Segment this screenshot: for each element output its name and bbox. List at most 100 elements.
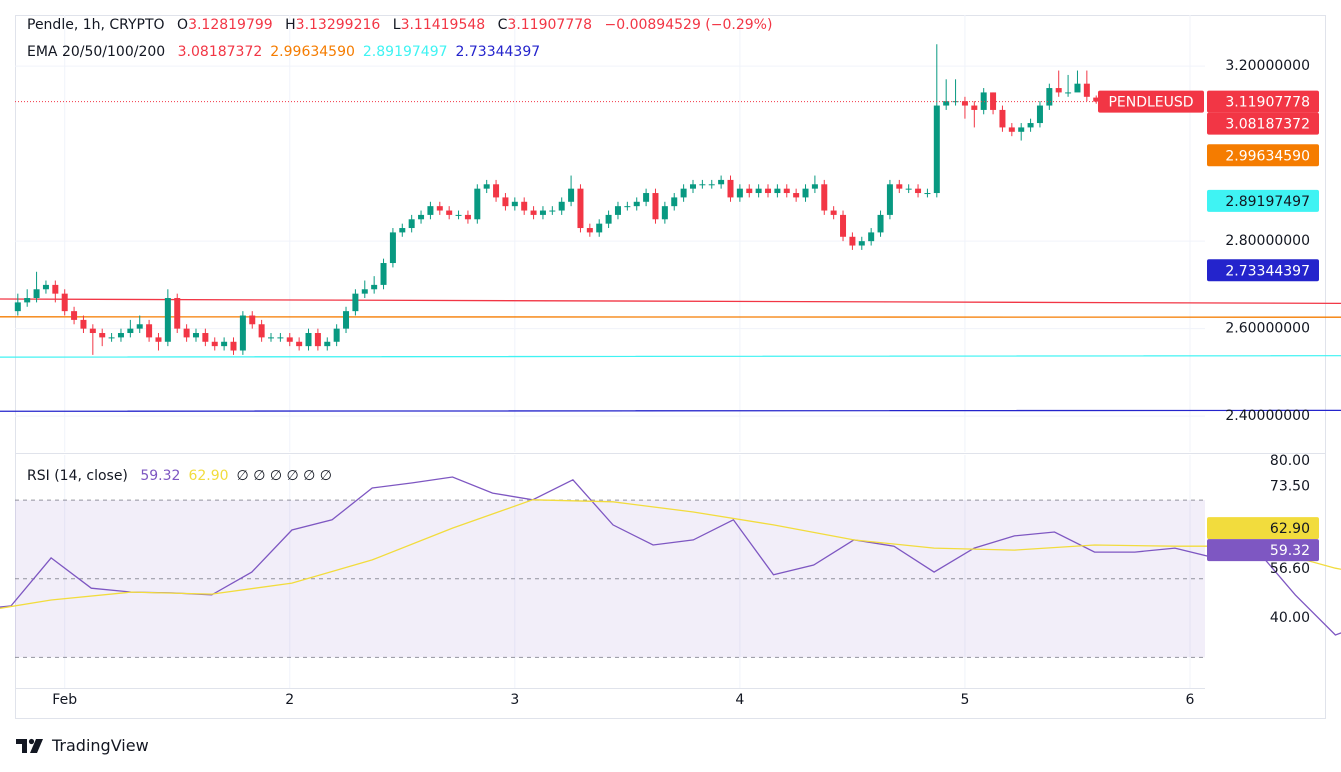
candle-body <box>755 188 762 194</box>
candle-body <box>371 284 378 290</box>
candle-body <box>455 214 462 216</box>
candle-body <box>952 101 959 103</box>
candle-body <box>511 201 518 207</box>
ohlc-value: 3.12819799 <box>188 17 273 33</box>
candle-body <box>89 328 96 334</box>
candle-body <box>971 105 978 110</box>
candle-body <box>736 188 743 198</box>
candle-body <box>221 341 228 347</box>
candle-body <box>905 188 912 190</box>
candle-body <box>258 324 265 338</box>
candle-body <box>33 289 40 299</box>
last-price-label-box <box>1207 90 1319 113</box>
last-price-label: 3.11907778 <box>1225 95 1310 111</box>
candle-body <box>811 184 818 189</box>
change: −0.00894529 (−0.29%) <box>604 17 773 33</box>
indicator-line <box>0 354 1341 358</box>
candle-body <box>933 105 940 194</box>
y-tick-label: 40.00 <box>1270 610 1310 626</box>
candle-body <box>286 337 293 342</box>
y-tick-label: 80.00 <box>1270 453 1310 469</box>
candle-body <box>1018 127 1025 132</box>
candle-body <box>999 109 1006 128</box>
candle-body <box>183 328 190 338</box>
candle-body <box>896 184 903 189</box>
x-tick-label: 5 <box>960 692 969 708</box>
indicator-line <box>0 298 1341 305</box>
ema-value: 2.73344397 <box>455 44 541 60</box>
candle-body <box>1083 83 1090 97</box>
candle-body <box>117 333 124 338</box>
candle-body <box>605 214 612 224</box>
candle-body <box>680 188 687 198</box>
candle-body <box>840 214 847 237</box>
x-tick-label: Feb <box>52 692 77 708</box>
candle-body <box>1093 97 1100 102</box>
candle-body <box>568 188 575 202</box>
ema-price-label: 3.08187372 <box>1225 117 1310 133</box>
candle-body <box>849 236 856 246</box>
candle-body <box>52 284 59 294</box>
candle-body <box>314 333 321 347</box>
candle-body <box>268 337 275 339</box>
candle-body <box>408 219 415 229</box>
y-tick-label: 2.40000000 <box>1225 408 1310 424</box>
candle-body <box>699 184 706 186</box>
candle-body <box>352 293 359 312</box>
candle-body <box>1036 105 1043 124</box>
candle-body <box>1046 88 1053 106</box>
candle-body <box>614 206 621 215</box>
candle-body <box>24 298 31 303</box>
rsi-price-label-box <box>1207 517 1319 540</box>
candle-body <box>249 315 256 325</box>
y-tick-label: 73.50 <box>1270 478 1310 494</box>
ema-price-label: 2.73344397 <box>1225 263 1310 279</box>
y-tick-label: 2.80000000 <box>1225 233 1310 249</box>
ema-price-label-box <box>1207 259 1319 282</box>
candle-body <box>1008 127 1015 132</box>
x-tick-label: 4 <box>735 692 744 708</box>
ema-price-label-box <box>1207 144 1319 167</box>
candle-body <box>164 298 171 342</box>
symbol-label: PENDLEUSD <box>1108 95 1193 111</box>
footer: TradingView <box>16 736 149 755</box>
candle-body <box>596 223 603 233</box>
chart-frame <box>15 15 1326 719</box>
candle-body <box>108 337 115 339</box>
brand-name: TradingView <box>52 736 149 755</box>
candle-body <box>1065 92 1072 94</box>
candle-body <box>99 333 106 338</box>
candle-body <box>652 193 659 220</box>
candle-body <box>708 184 715 186</box>
ohlc-letter: L <box>392 17 401 33</box>
rsi-value: 62.90 <box>188 468 229 484</box>
y-tick-label: 3.20000000 <box>1225 58 1310 74</box>
candle-body <box>483 184 490 189</box>
candle-body <box>765 188 772 194</box>
candle-body <box>42 284 49 290</box>
candle-body <box>821 184 828 211</box>
ohlc-letter: O <box>177 17 189 33</box>
candle-body <box>127 328 134 334</box>
candle-body <box>380 263 387 285</box>
ema-price-label: 2.99634590 <box>1225 148 1310 164</box>
candle-body <box>830 210 837 215</box>
y-tick-label: 56.60 <box>1270 561 1310 577</box>
candle-body <box>446 210 453 215</box>
candle-body <box>436 206 443 211</box>
brand-logo <box>16 738 43 753</box>
candle-body <box>202 333 209 342</box>
candle-body <box>464 214 471 220</box>
candle-body <box>192 333 199 338</box>
price-axis: Feb 2 3 4 5 6 PENDLEUSD 3.20000000 3.11907778 3.0… <box>52 58 1319 708</box>
symbol-legend: Pendle, 1h, CRYPTO O3.12819799 H3.132992… <box>27 16 780 34</box>
indicator-line <box>0 476 1341 636</box>
indicator-line <box>0 499 1341 609</box>
ema-value: 2.99634590 <box>270 44 355 60</box>
candle-body <box>577 188 584 229</box>
candle-body <box>146 324 153 338</box>
ema-value: 3.08187372 <box>177 44 263 60</box>
candle-body <box>71 311 78 320</box>
